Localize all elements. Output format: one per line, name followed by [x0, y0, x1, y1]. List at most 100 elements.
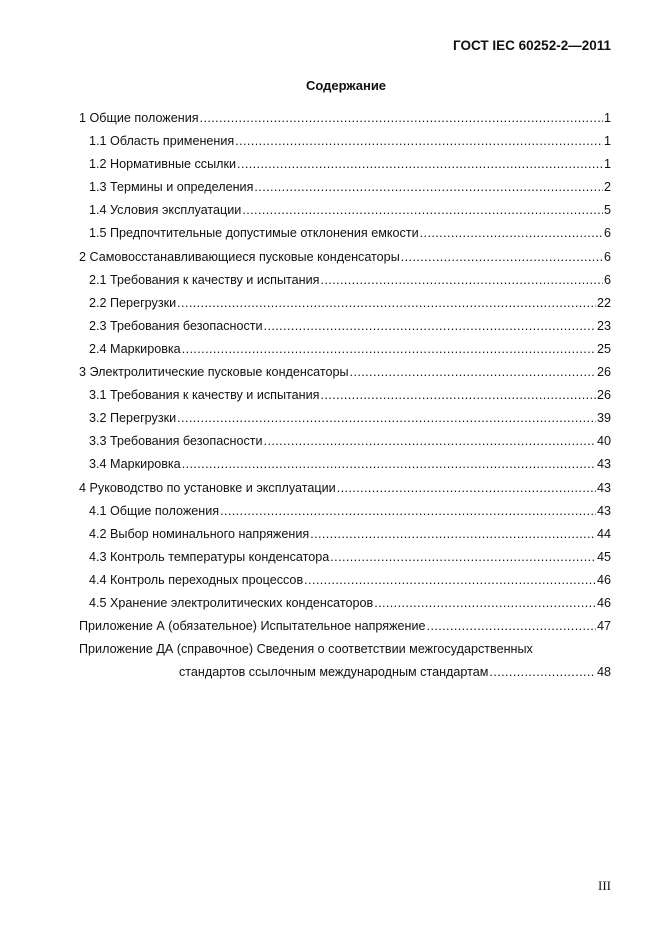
table-of-contents: 1 Общие положения11.1 Область применения… — [79, 111, 611, 688]
toc-entry[interactable]: 1 Общие положения 1 — [79, 111, 611, 134]
toc-entry-title: 4.4 Контроль переходных процессов — [89, 572, 304, 587]
toc-entry-page: 6 — [603, 226, 611, 241]
dot-leader — [330, 550, 596, 564]
toc-entry[interactable]: стандартов ссылочным международным станд… — [79, 665, 611, 688]
toc-entry[interactable]: 1.1 Область применения 1 — [79, 134, 611, 157]
toc-entry-page: 43 — [596, 480, 611, 495]
toc-entry[interactable]: 1.3 Термины и определения 2 — [79, 180, 611, 203]
toc-entry-title: Приложение А (обязательное) Испытательно… — [79, 619, 426, 634]
toc-entry[interactable]: 3.3 Требования безопасности 40 — [79, 434, 611, 457]
dot-leader — [237, 157, 603, 171]
dot-leader — [427, 619, 596, 633]
dot-leader — [220, 504, 596, 518]
toc-entry[interactable]: 3.1 Требования к качеству и испытания 26 — [79, 388, 611, 411]
toc-entry-title: 2.3 Требования безопасности — [89, 318, 263, 333]
toc-entry-page: 6 — [603, 272, 611, 287]
toc-entry[interactable]: 2.1 Требования к качеству и испытания 6 — [79, 273, 611, 296]
dot-leader — [320, 273, 603, 287]
toc-entry-page: 45 — [596, 549, 611, 564]
dot-leader — [177, 411, 596, 425]
toc-entry[interactable]: Приложение ДА (справочное) Сведения о со… — [79, 642, 611, 665]
toc-entry-page: 26 — [596, 388, 611, 403]
dot-leader — [264, 434, 596, 448]
dot-leader — [320, 388, 596, 402]
page-title: Содержание — [305, 78, 387, 93]
dot-leader — [420, 226, 603, 240]
toc-entry-page: 6 — [603, 249, 611, 264]
dot-leader — [304, 573, 596, 587]
toc-entry-page: 44 — [596, 526, 611, 541]
toc-entry-title: 1.3 Термины и определения — [89, 180, 254, 195]
page-number: III — [598, 878, 611, 893]
toc-entry-page: 47 — [596, 619, 611, 634]
toc-entry[interactable]: 1.2 Нормативные ссылки 1 — [79, 157, 611, 180]
toc-entry-title: 4.3 Контроль температуры конденсатора — [89, 549, 330, 564]
document-code: ГОСТ IEC 60252-2—2011 — [453, 38, 611, 53]
dot-leader — [235, 134, 603, 148]
toc-entry[interactable]: 4 Руководство по установке и эксплуатаци… — [79, 481, 611, 504]
toc-entry-page: 23 — [596, 318, 611, 333]
toc-entry-title: 1.1 Область применения — [89, 134, 235, 149]
toc-entry-title: 4.2 Выбор номинального напряжения — [89, 526, 310, 541]
toc-entry-page: 5 — [603, 203, 611, 218]
dot-leader — [401, 250, 603, 264]
toc-entry[interactable]: 2.2 Перегрузки 22 — [79, 296, 611, 319]
toc-entry-page: 43 — [596, 503, 611, 518]
dot-leader — [200, 111, 603, 125]
toc-entry-page: 26 — [596, 365, 611, 380]
toc-entry-title: 1 Общие положения — [79, 111, 199, 125]
toc-entry[interactable]: 4.3 Контроль температуры конденсатора 45 — [79, 550, 611, 573]
dot-leader — [242, 203, 603, 217]
dot-leader — [177, 296, 596, 310]
toc-entry[interactable]: 1.4 Условия эксплуатации 5 — [79, 203, 611, 226]
toc-entry[interactable]: 4.4 Контроль переходных процессов 46 — [79, 573, 611, 596]
toc-entry-page: 48 — [596, 665, 611, 680]
toc-entry[interactable]: 4.1 Общие положения 43 — [79, 504, 611, 527]
toc-entry[interactable]: 2 Самовосстанавливающиеся пусковые конде… — [79, 250, 611, 273]
dot-leader — [310, 527, 596, 541]
toc-entry-page: 1 — [603, 134, 611, 149]
dot-leader — [374, 596, 596, 610]
toc-entry-title: 2 Самовосстанавливающиеся пусковые конде… — [79, 249, 400, 264]
toc-entry-title: 1.5 Предпочтительные допустимые отклонен… — [89, 226, 419, 241]
toc-entry-page: 1 — [603, 157, 611, 172]
toc-entry-title: 4 Руководство по установке и эксплуатаци… — [79, 480, 336, 495]
toc-entry[interactable]: 3.2 Перегрузки 39 — [79, 411, 611, 434]
toc-entry-title: Приложение ДА (справочное) Сведения о со… — [79, 642, 533, 657]
toc-entry-title: 3.1 Требования к качеству и испытания — [89, 388, 320, 403]
toc-entry[interactable]: 1.5 Предпочтительные допустимые отклонен… — [79, 226, 611, 249]
toc-entry-page: 1 — [603, 111, 611, 125]
toc-entry-title: 3.4 Маркировка — [89, 457, 181, 472]
toc-entry-title: стандартов ссылочным международным станд… — [179, 665, 489, 680]
toc-entry-title: 2.1 Требования к качеству и испытания — [89, 272, 320, 287]
toc-entry-title: 3.2 Перегрузки — [89, 411, 177, 426]
dot-leader — [350, 365, 596, 379]
toc-entry-title: 4.1 Общие положения — [89, 503, 220, 518]
toc-entry[interactable]: 2.3 Требования безопасности 23 — [79, 319, 611, 342]
toc-entry-page: 46 — [596, 572, 611, 587]
toc-entry[interactable]: 4.5 Хранение электролитических конденсат… — [79, 596, 611, 619]
toc-entry-page: 2 — [603, 180, 611, 195]
toc-entry-page: 46 — [596, 595, 611, 610]
toc-entry-page: 25 — [596, 341, 611, 356]
toc-entry-title: 3.3 Требования безопасности — [89, 434, 263, 449]
toc-entry-page: 39 — [596, 411, 611, 426]
dot-leader — [254, 180, 603, 194]
toc-entry[interactable]: 4.2 Выбор номинального напряжения 44 — [79, 527, 611, 550]
toc-entry[interactable]: 2.4 Маркировка 25 — [79, 342, 611, 365]
toc-entry[interactable]: Приложение А (обязательное) Испытательно… — [79, 619, 611, 642]
dot-leader — [489, 665, 596, 679]
toc-entry-title: 2.2 Перегрузки — [89, 295, 177, 310]
toc-entry-title: 4.5 Хранение электролитических конденсат… — [89, 595, 374, 610]
toc-entry-page: 22 — [596, 295, 611, 310]
toc-entry-title: 2.4 Маркировка — [89, 341, 181, 356]
toc-entry-page: 40 — [596, 434, 611, 449]
dot-leader — [264, 319, 596, 333]
toc-entry-title: 1.2 Нормативные ссылки — [89, 157, 237, 172]
toc-entry-page: 43 — [596, 457, 611, 472]
toc-entry[interactable]: 3 Электролитические пусковые конденсатор… — [79, 365, 611, 388]
dot-leader — [337, 481, 596, 495]
toc-entry-title: 3 Электролитические пусковые конденсатор… — [79, 365, 349, 380]
toc-entry-title: 1.4 Условия эксплуатации — [89, 203, 242, 218]
toc-entry[interactable]: 3.4 Маркировка 43 — [79, 457, 611, 480]
